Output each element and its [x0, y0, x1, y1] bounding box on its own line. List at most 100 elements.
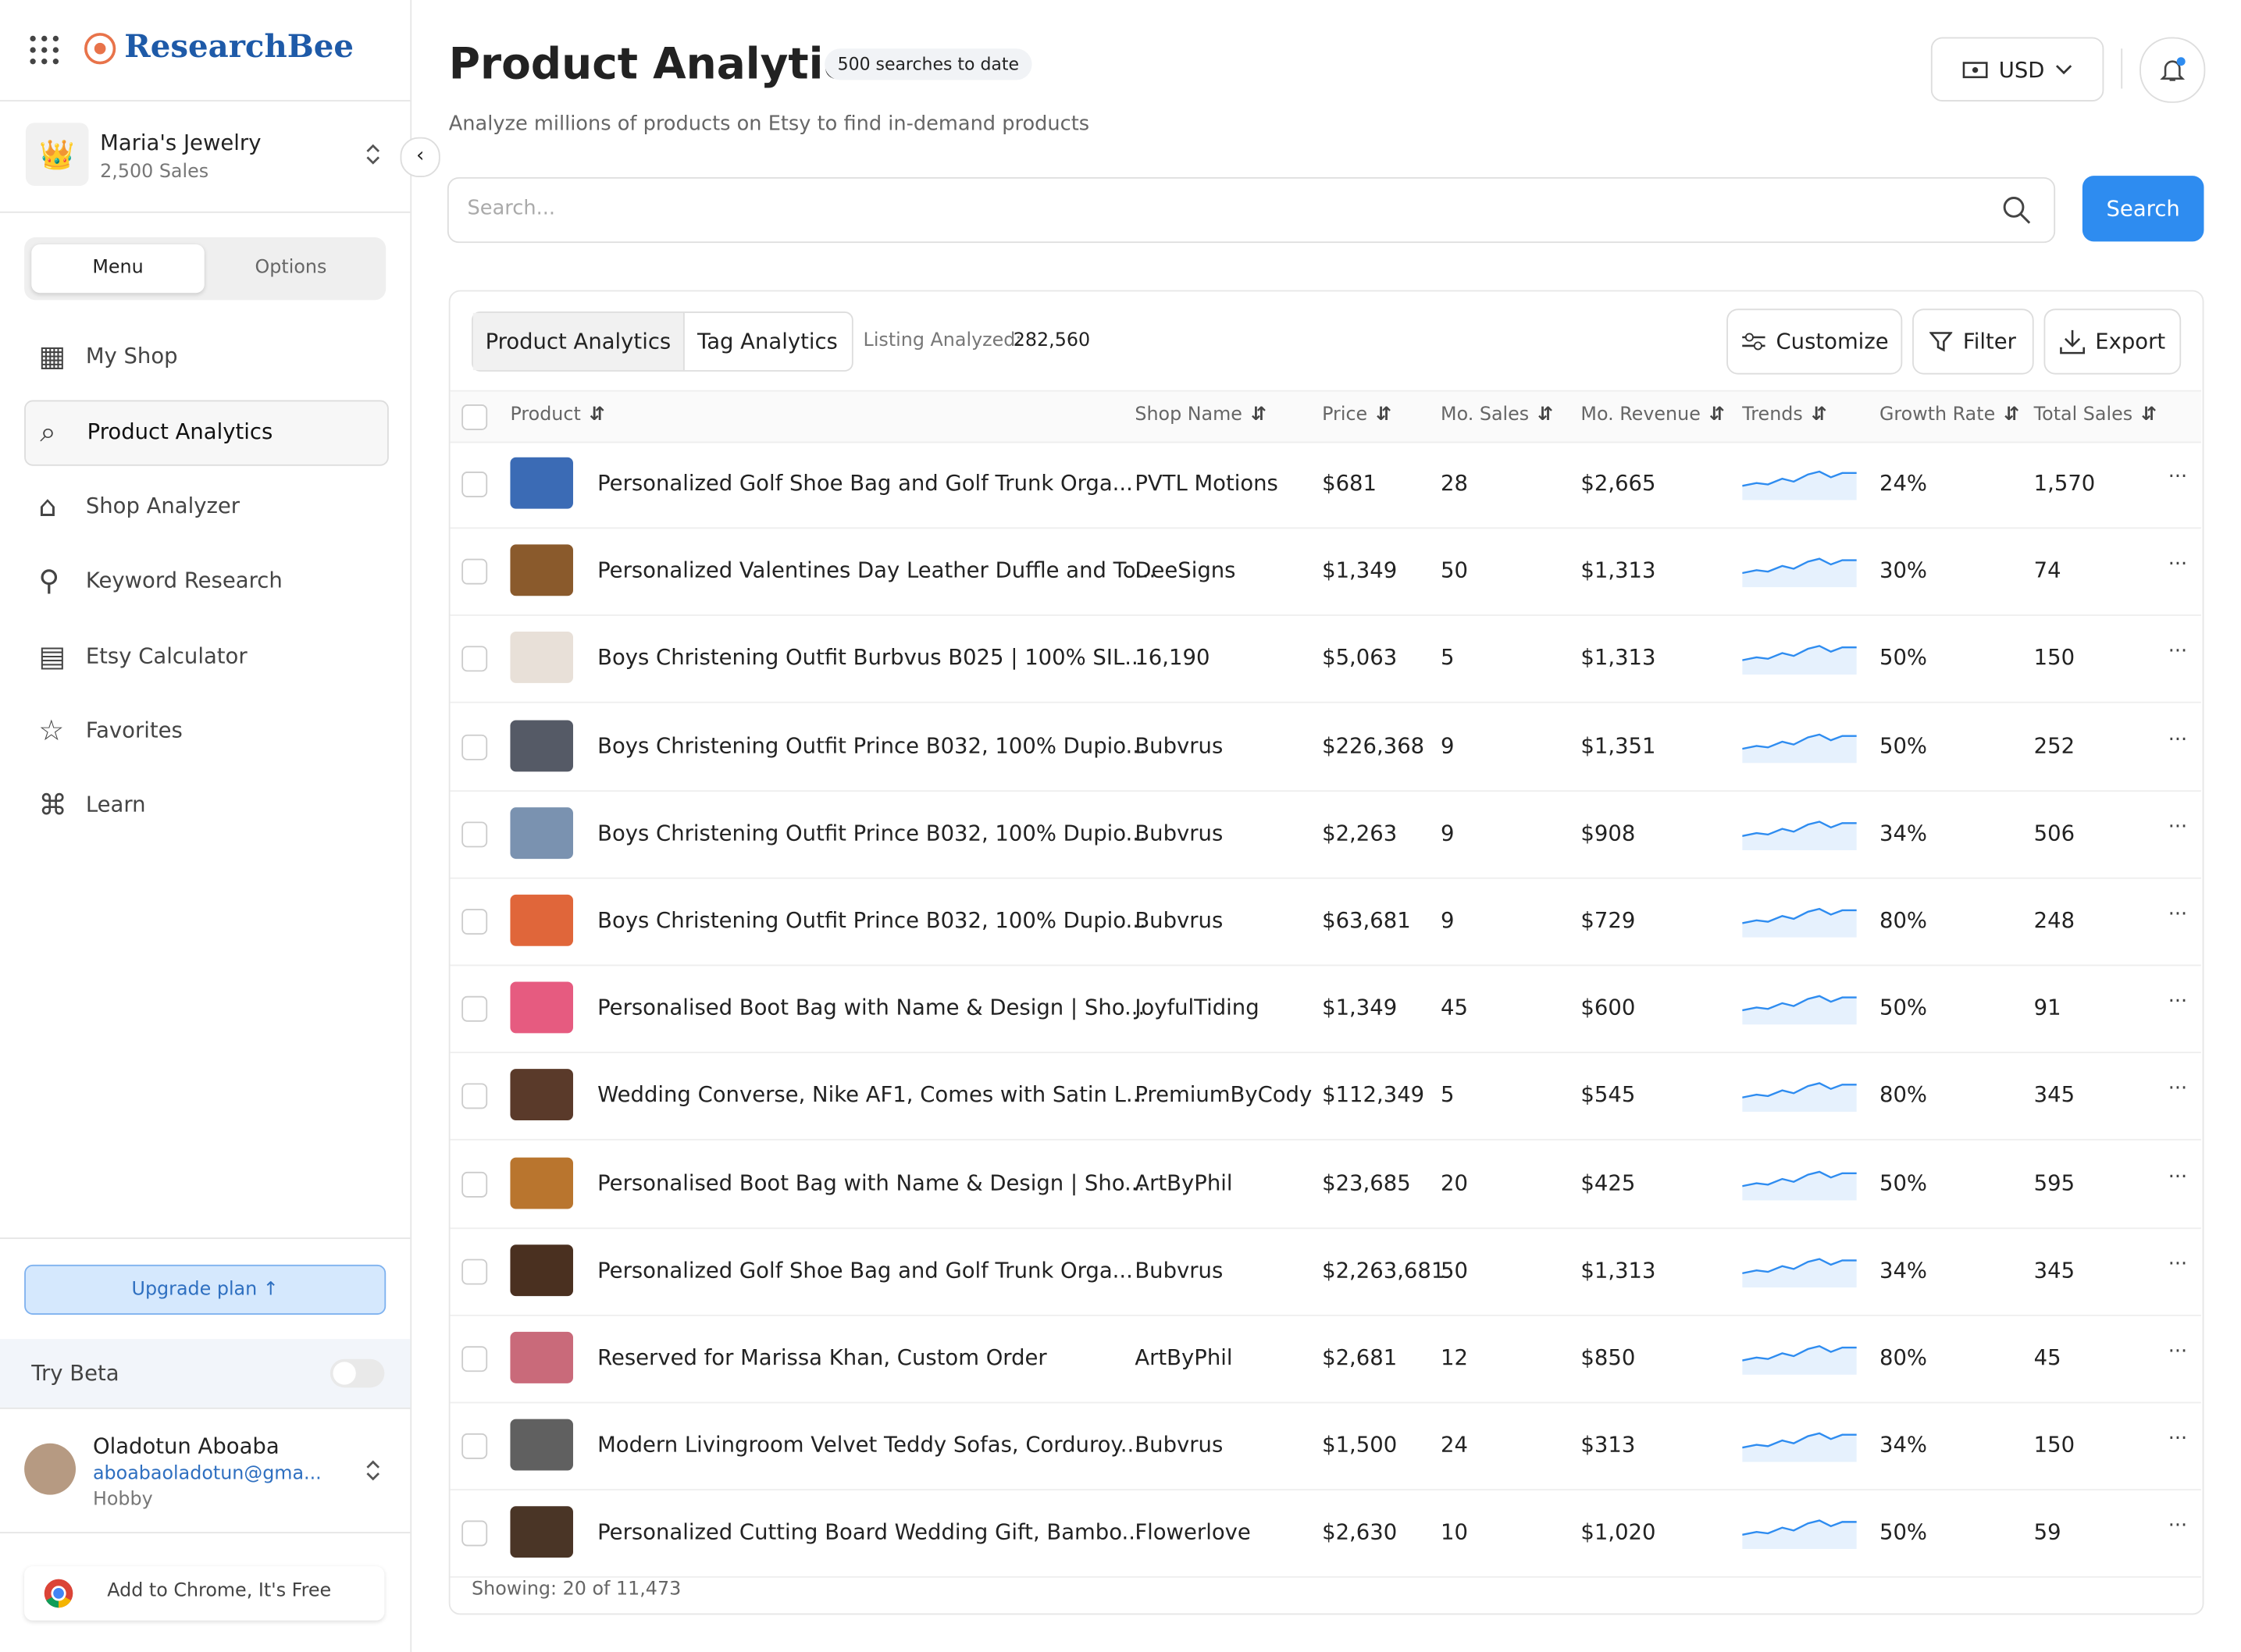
user-switch[interactable] [365, 1459, 382, 1482]
row-menu[interactable]: ··· [2168, 1340, 2188, 1364]
product-name: Modern Livingroom Velvet Teddy Sofas, Co… [597, 1432, 1141, 1458]
checkbox[interactable] [461, 559, 488, 585]
nav-item[interactable]: ⌂ Shop Analyzer [24, 475, 386, 539]
nav-item[interactable]: ▤ Etsy Calculator [24, 625, 386, 689]
sort-icon: ⇵ [1537, 404, 1554, 426]
shop-switch[interactable] [365, 143, 382, 166]
checkbox[interactable] [461, 472, 488, 497]
tab-active[interactable]: Menu [31, 244, 205, 294]
customize-button[interactable]: Customize [1726, 308, 1903, 375]
total-sales: 91 [2033, 995, 2061, 1021]
checkbox[interactable] [461, 404, 488, 430]
monthly-sales: 10 [1441, 1519, 1468, 1546]
trend-sparkline [1742, 645, 1857, 675]
monthly-sales: 5 [1441, 645, 1455, 671]
currency-select[interactable]: USD [1930, 37, 2104, 101]
monthly-revenue: $600 [1580, 995, 1636, 1021]
monthly-sales: 24 [1441, 1432, 1468, 1458]
total-sales: 506 [2033, 820, 2075, 846]
checkbox[interactable] [461, 1171, 488, 1198]
total-sales: 345 [2033, 1257, 2075, 1284]
monthly-revenue: $1,313 [1580, 557, 1656, 584]
beta-toggle[interactable] [330, 1358, 385, 1388]
product-thumbnail [510, 544, 573, 596]
monthly-revenue: $729 [1580, 907, 1636, 934]
monthly-sales: 50 [1441, 1257, 1468, 1284]
row-menu[interactable]: ··· [2168, 1427, 2188, 1451]
button-label: Filter [1962, 328, 2016, 354]
shop-name: Flowerlove [1135, 1519, 1251, 1546]
monthly-revenue: $545 [1580, 1082, 1636, 1109]
row-menu[interactable]: ··· [2168, 465, 2188, 489]
nav-label: Shop Analyzer [85, 493, 240, 519]
nav-item[interactable]: ⌘ Learn [24, 775, 386, 838]
monthly-sales: 9 [1441, 732, 1455, 759]
checkbox[interactable] [461, 646, 488, 673]
row-menu[interactable]: ··· [2168, 728, 2188, 752]
nav-item[interactable]: ▦ My Shop [24, 326, 386, 389]
row-menu[interactable]: ··· [2168, 903, 2188, 927]
checkbox[interactable] [461, 734, 488, 760]
column-header[interactable]: Price ⇵ [1322, 404, 1391, 425]
search-badge: 500 searches to date [825, 48, 1032, 80]
row-menu[interactable]: ··· [2168, 815, 2188, 839]
growth-rate: 34% [1879, 820, 1928, 846]
upgrade-button[interactable]: Upgrade plan ↑ [24, 1264, 387, 1315]
total-sales: 345 [2033, 1082, 2075, 1109]
notifications[interactable] [2139, 37, 2206, 103]
tab[interactable]: Options [255, 257, 327, 279]
collapse-button[interactable]: ‹ [400, 137, 440, 177]
checkbox[interactable] [461, 1259, 488, 1285]
monthly-revenue: $850 [1580, 1344, 1636, 1371]
tab[interactable]: Tag Analytics [697, 328, 838, 354]
row-menu[interactable]: ··· [2168, 1515, 2188, 1539]
user-name: Oladotun Aboaba [92, 1433, 280, 1459]
column-header[interactable]: Total Sales ⇵ [2034, 404, 2157, 425]
checkbox[interactable] [461, 1346, 488, 1373]
column-header[interactable]: Mo. Revenue ⇵ [1580, 404, 1724, 425]
checkbox[interactable] [461, 996, 488, 1023]
checkbox[interactable] [461, 909, 488, 935]
column-header[interactable]: Growth Rate ⇵ [1879, 404, 2019, 425]
table-row: Boys Christening Outfit Prince B032, 100… [450, 703, 2201, 792]
trend-sparkline [1742, 732, 1857, 763]
checkbox[interactable] [461, 1433, 488, 1460]
price: $2,263 [1322, 820, 1398, 846]
shop-name: PVTL Motions [1135, 470, 1278, 497]
column-header[interactable]: Shop Name ⇵ [1135, 404, 1267, 425]
checkbox[interactable] [461, 1084, 488, 1110]
row-menu[interactable]: ··· [2168, 640, 2188, 664]
monthly-revenue: $1,313 [1580, 1257, 1656, 1284]
row-menu[interactable]: ··· [2168, 1077, 2188, 1102]
tab-active[interactable]: Product Analytics [472, 312, 685, 371]
price: $23,685 [1322, 1170, 1411, 1196]
filter-button[interactable]: Filter [1912, 308, 2034, 375]
divider [0, 1532, 411, 1534]
search-input[interactable] [447, 176, 2056, 244]
nav-item[interactable]: ☆ Favorites [24, 700, 386, 764]
row-menu[interactable]: ··· [2168, 553, 2188, 576]
price: $112,349 [1322, 1082, 1425, 1109]
total-sales: 45 [2033, 1344, 2061, 1371]
column-header[interactable]: Mo. Sales ⇵ [1441, 404, 1553, 425]
search-button[interactable]: Search [2082, 176, 2204, 242]
column-header[interactable]: Product ⇵ [510, 404, 604, 425]
nav-label: My Shop [85, 343, 178, 369]
column-header[interactable]: Trends ⇵ [1742, 404, 1826, 425]
row-menu[interactable]: ··· [2168, 1252, 2188, 1276]
row-menu[interactable]: ··· [2168, 990, 2188, 1014]
apps-icon[interactable] [29, 34, 60, 66]
export-button[interactable]: Export [2043, 308, 2182, 375]
checkbox[interactable] [461, 821, 488, 848]
monthly-sales: 45 [1441, 995, 1468, 1021]
price: $2,630 [1322, 1519, 1398, 1546]
nav-item[interactable]: ⚲ Keyword Research [24, 550, 386, 614]
shop-sales: 2,500 Sales [100, 161, 209, 183]
shop-name: Maria's Jewelry [100, 130, 262, 156]
checkbox[interactable] [461, 1521, 488, 1547]
table-row: Personalized Golf Shoe Bag and Golf Trun… [450, 440, 2201, 529]
product-name: Boys Christening Outfit Burbvus B025 | 1… [597, 645, 1145, 671]
nav-item-active[interactable]: ⌕ Product Analytics [24, 401, 389, 467]
row-menu[interactable]: ··· [2168, 1165, 2188, 1189]
product-thumbnail [510, 457, 573, 509]
